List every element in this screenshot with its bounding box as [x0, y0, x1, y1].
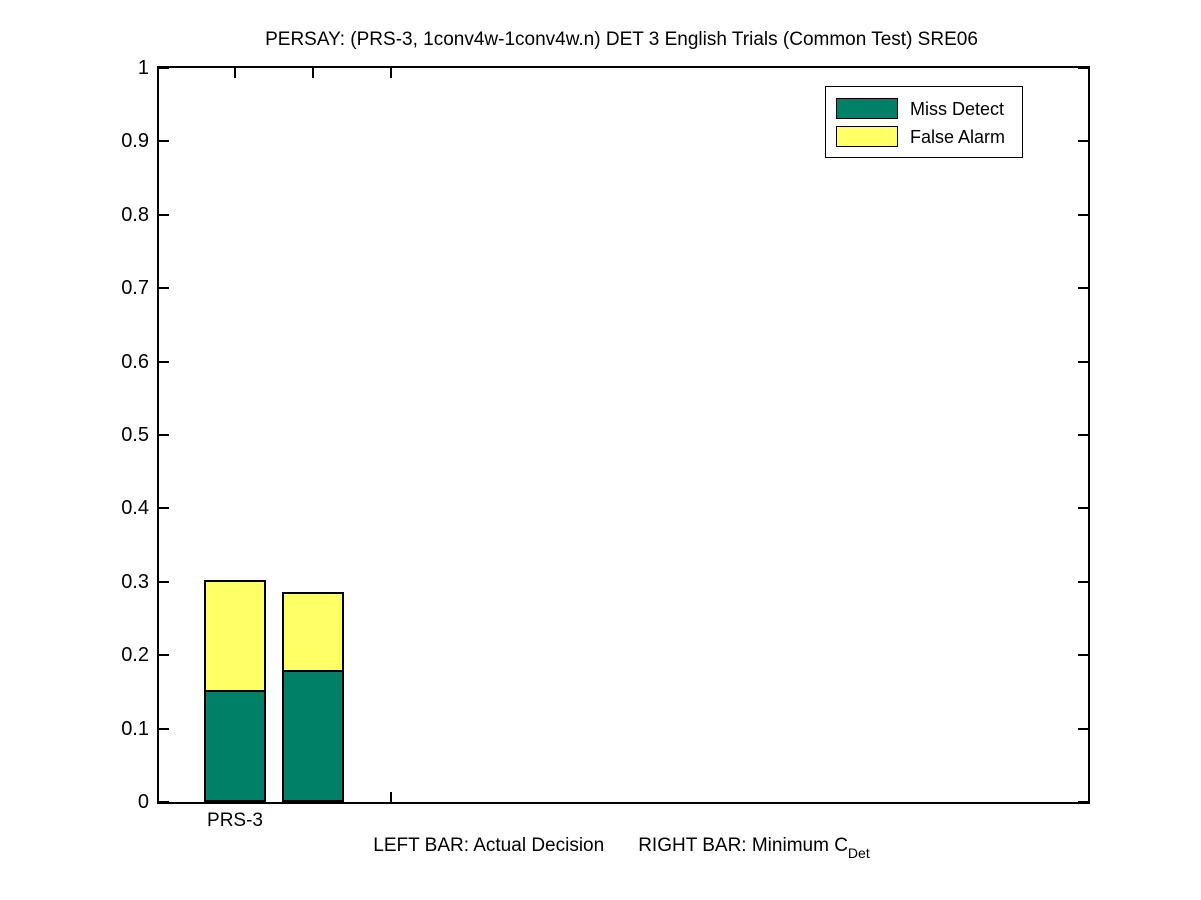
y-axis-tick-right — [1078, 140, 1088, 142]
bar-2-segment-miss-detect — [282, 669, 344, 802]
y-axis-tick-left — [159, 728, 169, 730]
y-axis-tick-left — [159, 801, 169, 803]
plot-area: Miss Detect False Alarm 0 0.1 0.2 0.3 0.4 0.5… — [121, 57, 1090, 831]
legend-swatch-false-alarm — [836, 126, 898, 147]
y-axis-tick-left — [159, 140, 169, 142]
footnote-right-bar: RIGHT BAR: Minimum CDet — [638, 834, 870, 861]
y-axis-tick-left — [159, 654, 169, 656]
legend-label-miss-detect: Miss Detect — [910, 98, 1005, 119]
y-axis-tick-right — [1078, 67, 1088, 69]
footnote-cdet-subscript: Det — [847, 845, 870, 861]
y-axis-tick-label: 0.2 — [121, 644, 149, 666]
legend-swatch-miss-detect — [836, 98, 898, 119]
y-axis-tick-label: 0.4 — [121, 497, 149, 519]
y-axis-tick-left — [159, 507, 169, 509]
y-axis-tick-right — [1078, 361, 1088, 363]
y-axis-tick-right — [1078, 287, 1088, 289]
x-axis-tick-top — [390, 68, 392, 78]
y-axis-tick-left — [159, 67, 169, 69]
y-axis-tick-left — [159, 287, 169, 289]
y-axis-tick-right — [1078, 434, 1088, 436]
legend: Miss Detect False Alarm — [825, 86, 1023, 158]
y-axis-tick-left — [159, 214, 169, 216]
chart-title: PERSAY: (PRS-3, 1conv4w-1conv4w.n) DET 3… — [265, 29, 978, 50]
y-axis-tick-label: 0.7 — [121, 277, 149, 299]
y-axis-tick-label: 0.5 — [121, 424, 149, 446]
y-axis-tick-label: 1 — [137, 57, 149, 79]
y-axis-tick-right — [1078, 214, 1088, 216]
y-axis-tick-label: 0.3 — [121, 571, 149, 593]
y-axis-tick-label: 0.8 — [121, 204, 149, 226]
y-axis-tick-right — [1078, 801, 1088, 803]
y-axis-tick-right — [1078, 654, 1088, 656]
y-axis-tick-label: 0 — [137, 791, 149, 813]
bar-1-segment-false-alarm — [204, 580, 266, 691]
y-axis-tick-right — [1078, 581, 1088, 583]
y-axis-tick-right — [1078, 507, 1088, 509]
legend-item-miss-detect: Miss Detect — [836, 97, 1012, 120]
footnote-right-bar-text: RIGHT BAR: Minimum C — [638, 835, 848, 856]
y-axis-tick-left — [159, 581, 169, 583]
x-axis-tick-label: PRS-3 — [207, 810, 263, 831]
x-axis-tick-top — [312, 68, 314, 78]
x-axis-tick-top — [234, 68, 236, 78]
y-axis-tick-right — [1078, 728, 1088, 730]
legend-item-false-alarm: False Alarm — [836, 125, 1012, 148]
bar-1-segment-miss-detect — [204, 690, 266, 802]
legend-label-false-alarm: False Alarm — [910, 126, 1006, 147]
bar-meaning-footnote: LEFT BAR: Actual Decision RIGHT BAR: Min… — [157, 834, 1086, 861]
y-axis-tick-label: 0.6 — [121, 351, 149, 373]
y-axis-tick-label: 0.9 — [121, 130, 149, 152]
bar-2-segment-false-alarm — [282, 592, 344, 670]
x-axis-tick-bottom — [390, 792, 392, 802]
footnote-left-bar: LEFT BAR: Actual Decision — [373, 835, 605, 856]
y-axis-tick-label: 0.1 — [121, 718, 149, 740]
y-axis-tick-left — [159, 361, 169, 363]
y-axis-tick-left — [159, 434, 169, 436]
